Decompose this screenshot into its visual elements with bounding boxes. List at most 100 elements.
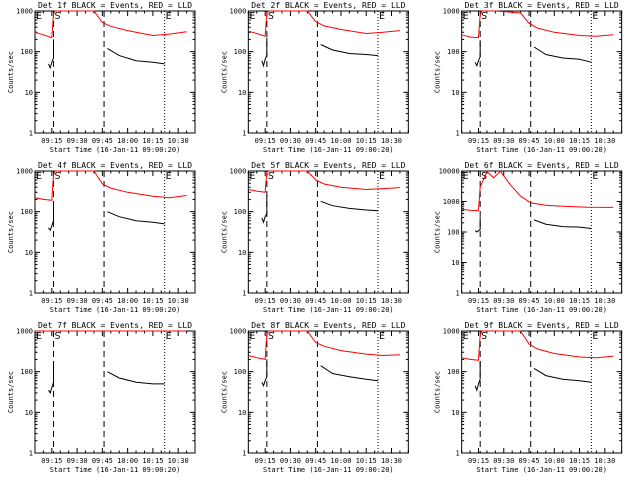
y-axis-label: Counts/sec	[220, 51, 228, 93]
x-tick-label: 09:15	[255, 297, 276, 305]
lld-series-line	[461, 10, 614, 39]
x-tick-label: 09:45	[92, 457, 113, 465]
chart-title: Det 2f BLACK = Events, RED = LLD	[251, 1, 405, 10]
y-tick-label: 1	[455, 450, 459, 458]
y-axis-label: Counts/sec	[7, 211, 15, 253]
x-tick-label: 09:45	[518, 457, 539, 465]
x-axis-label: Start Time (16-Jan-11 09:00:20)	[263, 466, 394, 474]
x-tick-label: 10:00	[330, 297, 351, 305]
event-marker-label: E	[592, 11, 598, 22]
event-marker-label: S	[268, 11, 274, 22]
chart-panel: Det 3f BLACK = Events, RED = LLD 1 10 100 10…	[434, 1, 623, 154]
y-tick-label: 10	[451, 89, 459, 97]
plot-frame	[247, 170, 409, 294]
y-tick-label: 1000	[229, 328, 246, 336]
events-series-line	[474, 361, 592, 392]
x-tick-label: 09:30	[67, 137, 88, 145]
x-tick-label: 10:15	[142, 137, 163, 145]
x-tick-label: 09:45	[92, 137, 113, 145]
y-tick-label: 10	[451, 409, 459, 417]
event-marker-label: E	[379, 171, 385, 182]
y-tick-label: 1	[455, 130, 459, 138]
y-tick-label: 100	[447, 48, 460, 56]
y-axis-label: Counts/sec	[7, 371, 15, 413]
lld-series-line	[248, 170, 400, 193]
y-tick-label: 1	[29, 290, 33, 298]
y-tick-label: 1000	[443, 198, 460, 206]
chart-title: Det 1f BLACK = Events, RED = LLD	[38, 1, 192, 10]
x-tick-label: 09:15	[41, 297, 62, 305]
y-tick-label: 10	[238, 249, 246, 257]
y-tick-label: 1000	[16, 328, 33, 336]
y-tick-label: 1000	[16, 168, 33, 176]
x-tick-label: 10:30	[381, 297, 402, 305]
x-axis-label: Start Time (16-Jan-11 09:00:20)	[263, 306, 394, 314]
y-tick-label: 10	[25, 249, 33, 257]
x-tick-label: 09:30	[280, 297, 301, 305]
y-axis-label: Counts/sec	[220, 371, 228, 413]
y-tick-label: 10	[25, 89, 33, 97]
y-tick-label: 10	[238, 409, 246, 417]
event-marker-label: E	[463, 11, 469, 22]
y-tick-label: 1	[242, 130, 246, 138]
plot-frame	[34, 330, 196, 454]
plot-frame	[247, 10, 409, 134]
x-tick-label: 10:15	[356, 137, 377, 145]
event-marker-label: E	[379, 11, 385, 22]
event-marker-label: S	[268, 171, 274, 182]
x-tick-label: 10:00	[117, 137, 138, 145]
x-tick-label: 10:30	[381, 137, 402, 145]
plot-frame	[34, 170, 196, 294]
x-tick-label: 10:30	[168, 297, 189, 305]
x-tick-label: 10:00	[117, 457, 138, 465]
chart-title: Det 5f BLACK = Events, RED = LLD	[251, 161, 405, 170]
event-marker-label: S	[481, 171, 487, 182]
x-tick-label: 10:15	[569, 137, 590, 145]
event-marker-label: E	[249, 11, 255, 22]
x-tick-label: 09:30	[280, 137, 301, 145]
x-tick-label: 10:30	[594, 297, 615, 305]
x-tick-label: 09:45	[305, 137, 326, 145]
y-tick-label: 1	[242, 450, 246, 458]
plot-frame	[461, 10, 623, 134]
plot-frame	[461, 170, 623, 294]
chart-title: Det 9f BLACK = Events, RED = LLD	[465, 321, 619, 330]
x-tick-label: 09:30	[280, 457, 301, 465]
event-marker-label: E	[166, 171, 172, 182]
y-tick-label: 1000	[16, 8, 33, 16]
y-tick-label: 10000	[439, 168, 460, 176]
y-tick-label: 10	[451, 259, 459, 267]
x-tick-label: 10:15	[142, 457, 163, 465]
x-tick-label: 10:15	[569, 457, 590, 465]
events-series-line	[261, 195, 379, 224]
events-series-line	[48, 39, 165, 70]
x-tick-label: 09:30	[493, 457, 514, 465]
event-marker-label: S	[481, 11, 487, 22]
chart-panel: Det 6f BLACK = Events, RED = LLD 1 10 100 10…	[434, 161, 623, 314]
y-tick-label: 100	[20, 208, 33, 216]
chart-title: Det 6f BLACK = Events, RED = LLD	[465, 161, 619, 170]
x-tick-label: 10:30	[594, 137, 615, 145]
y-tick-label: 10	[238, 89, 246, 97]
x-axis-label: Start Time (16-Jan-11 09:00:20)	[476, 146, 607, 154]
lld-series-line	[34, 10, 187, 39]
x-tick-label: 10:15	[142, 297, 163, 305]
x-tick-label: 09:15	[255, 137, 276, 145]
y-tick-label: 100	[234, 208, 247, 216]
x-tick-label: 10:00	[544, 297, 565, 305]
x-axis-label: Start Time (16-Jan-11 09:00:20)	[50, 146, 181, 154]
chart-title: Det 4f BLACK = Events, RED = LLD	[38, 161, 192, 170]
y-axis-label: Counts/sec	[7, 51, 15, 93]
x-tick-label: 09:15	[468, 137, 489, 145]
y-tick-label: 100	[20, 48, 33, 56]
x-tick-label: 09:45	[518, 137, 539, 145]
events-series-line	[261, 359, 379, 388]
events-series-line	[261, 37, 379, 68]
event-marker-label: E	[249, 331, 255, 342]
y-tick-label: 1000	[229, 168, 246, 176]
y-tick-label: 1000	[443, 328, 460, 336]
x-tick-label: 10:00	[544, 457, 565, 465]
event-marker-label: E	[36, 11, 42, 22]
lld-series-line	[34, 170, 187, 201]
event-marker-label: S	[55, 11, 61, 22]
